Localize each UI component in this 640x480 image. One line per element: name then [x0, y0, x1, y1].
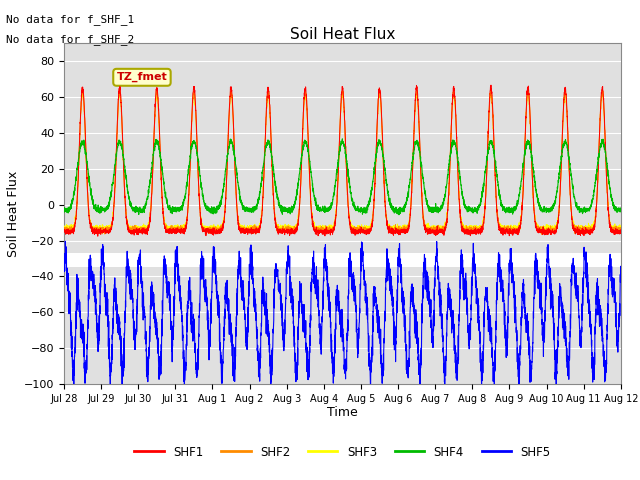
- Title: Soil Heat Flux: Soil Heat Flux: [290, 27, 395, 42]
- X-axis label: Time: Time: [327, 407, 358, 420]
- Legend: SHF1, SHF2, SHF3, SHF4, SHF5: SHF1, SHF2, SHF3, SHF4, SHF5: [129, 441, 556, 463]
- Y-axis label: Soil Heat Flux: Soil Heat Flux: [7, 170, 20, 257]
- Text: No data for f_SHF_2: No data for f_SHF_2: [6, 34, 134, 45]
- Text: TZ_fmet: TZ_fmet: [116, 72, 167, 83]
- Text: No data for f_SHF_1: No data for f_SHF_1: [6, 14, 134, 25]
- Bar: [64, 253, 621, 267]
